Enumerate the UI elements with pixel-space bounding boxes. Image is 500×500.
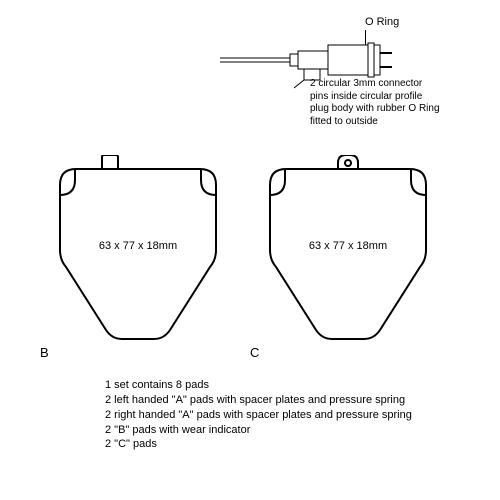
connector-desc-line: plug body with rubber O Ring bbox=[310, 103, 480, 116]
connector-desc-line: fitted to outside bbox=[310, 116, 480, 129]
connector-description: 2 circular 3mm connector pins inside cir… bbox=[310, 78, 480, 128]
oring-label: O Ring bbox=[365, 16, 399, 28]
diagram-canvas: O Ring 2 circular 3mm connector pins bbox=[0, 0, 500, 500]
pad-b-dimensions: 63 x 77 x 18mm bbox=[78, 240, 198, 252]
pad-c-label: C bbox=[250, 345, 259, 360]
pad-b-label: B bbox=[40, 345, 49, 360]
connector-desc-line: pins inside circular profile bbox=[310, 91, 480, 104]
connector-desc-line: 2 circular 3mm connector bbox=[310, 78, 480, 91]
set-contents-list: 1 set contains 8 pads 2 left handed "A" … bbox=[105, 378, 412, 452]
pad-c-dimensions: 63 x 77 x 18mm bbox=[288, 240, 408, 252]
brake-pad-b bbox=[50, 155, 225, 355]
set-line: 2 "B" pads with wear indicator bbox=[105, 423, 412, 438]
brake-pad-c bbox=[260, 155, 435, 355]
set-line: 1 set contains 8 pads bbox=[105, 378, 412, 393]
set-line: 2 right handed "A" pads with spacer plat… bbox=[105, 408, 412, 423]
set-line: 2 "C" pads bbox=[105, 437, 412, 452]
set-line: 2 left handed "A" pads with spacer plate… bbox=[105, 393, 412, 408]
